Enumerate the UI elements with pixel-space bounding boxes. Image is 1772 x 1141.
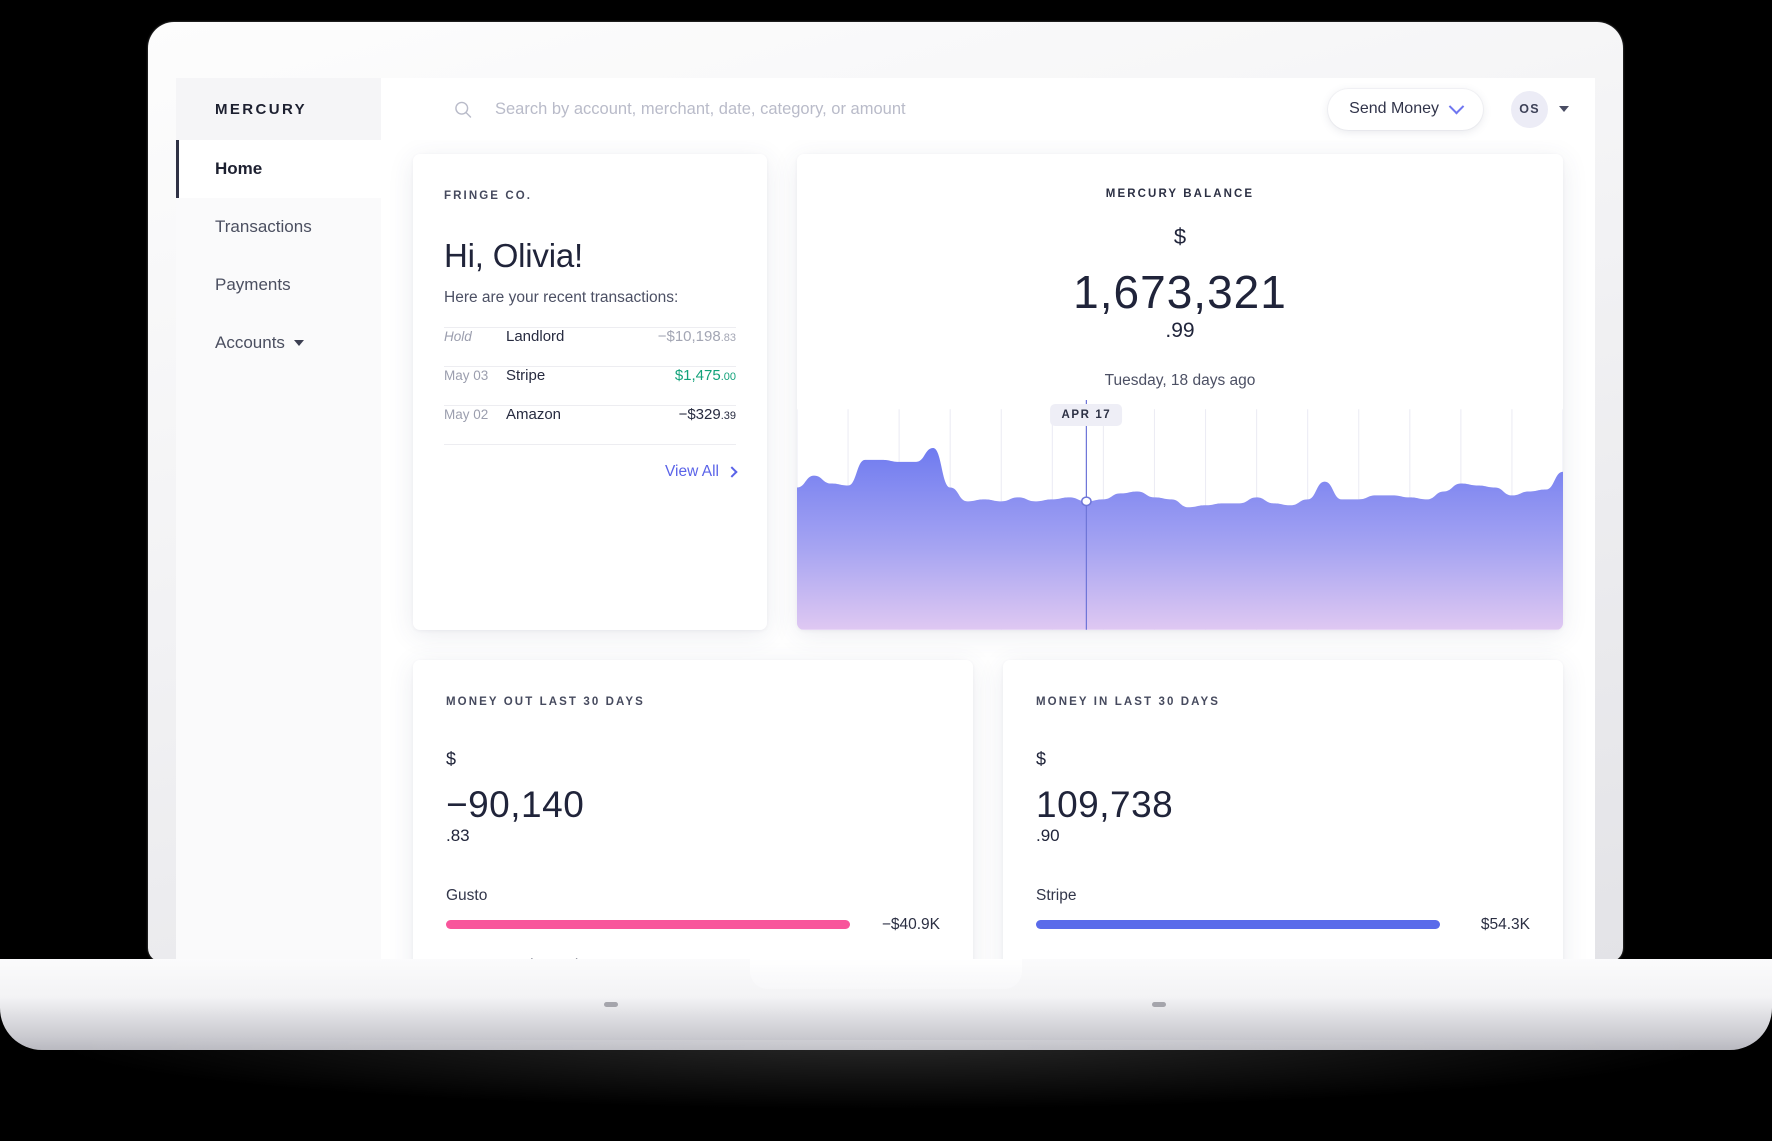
balance-date: Tuesday, 18 days ago xyxy=(1104,372,1256,389)
balance-value: 1,673,321 xyxy=(797,265,1563,319)
recent-transactions-card: FRINGE CO. Hi, Olivia! Here are your rec… xyxy=(413,154,767,630)
currency-symbol: $ xyxy=(1173,224,1187,249)
sidebar-item-label: Transactions xyxy=(215,217,312,236)
currency-symbol: $ xyxy=(1036,748,1047,769)
sidebar-item-transactions[interactable]: Transactions xyxy=(176,198,381,256)
search-icon xyxy=(455,101,472,118)
send-money-button[interactable]: Send Money xyxy=(1328,88,1483,130)
bar-fill xyxy=(446,920,850,930)
view-all-link[interactable]: View All xyxy=(665,463,738,481)
money-out-bars: Gusto −$40.9K xyxy=(446,887,940,968)
money-out-cents: .83 xyxy=(446,825,470,845)
transaction-date: May 03 xyxy=(444,368,489,383)
laptop-notch xyxy=(750,959,1022,989)
laptop-foot-left xyxy=(604,1002,618,1007)
chart-area-path xyxy=(797,447,1563,630)
money-in-cents: .90 xyxy=(1036,825,1060,845)
table-row[interactable]: May 03 Stripe $1,475.00 xyxy=(444,366,736,405)
laptop-screen: MERCURY Home Transactions Payments Accou… xyxy=(176,78,1595,968)
money-in-bars: Stripe $54.3K xyxy=(1036,887,1530,968)
bar-label: Stripe xyxy=(1036,886,1077,904)
dashboard-content: FRINGE CO. Hi, Olivia! Here are your rec… xyxy=(381,140,1595,968)
chevron-down-icon xyxy=(1448,98,1465,114)
money-in-value: 109,738 xyxy=(1036,783,1530,826)
balance-chart-svg xyxy=(797,400,1563,630)
laptop-glow xyxy=(40,1040,1732,1110)
balance-area-chart[interactable]: APR 17 xyxy=(797,400,1563,630)
sidebar-item-label: Payments xyxy=(215,275,291,294)
avatar: OS xyxy=(1511,90,1548,128)
money-in-amount: $109,738.90 xyxy=(1036,749,1530,857)
laptop-foot-right xyxy=(1152,1002,1166,1007)
page-title: Hi, Olivia! xyxy=(444,237,583,274)
sidebar-item-label: Home xyxy=(215,159,263,178)
transaction-amount: $1,475.00 xyxy=(674,367,736,384)
sidebar-item-home[interactable]: Home xyxy=(176,140,381,198)
transaction-amount: −$329.39 xyxy=(678,406,736,423)
chevron-right-icon xyxy=(726,466,738,478)
topbar: Send Money OS xyxy=(381,78,1595,140)
sidebar-item-label: Accounts xyxy=(215,333,285,352)
search-input[interactable] xyxy=(495,99,1329,119)
send-money-label: Send Money xyxy=(1349,100,1439,117)
transaction-date: Hold xyxy=(444,329,472,344)
transaction-merchant: Landlord xyxy=(506,328,565,345)
transaction-merchant: Amazon xyxy=(506,406,562,423)
balance-amount: $1,673,321.99 xyxy=(797,224,1563,356)
sidebar-item-accounts[interactable]: Accounts xyxy=(176,314,381,372)
brand-logo[interactable]: MERCURY xyxy=(176,78,381,140)
list-item: Gusto −$40.9K xyxy=(446,887,940,934)
bar-fill xyxy=(1036,920,1440,930)
table-row[interactable]: Hold Landlord −$10,198.83 xyxy=(444,327,736,366)
balance-title: MERCURY BALANCE xyxy=(1105,188,1255,200)
chart-tooltip: APR 17 xyxy=(1050,404,1123,426)
main-column: Send Money OS xyxy=(381,78,1595,968)
laptop-lid: MERCURY Home Transactions Payments Accou… xyxy=(148,22,1623,968)
dashboard-row-top: FRINGE CO. Hi, Olivia! Here are your rec… xyxy=(413,154,1563,630)
search-bar[interactable] xyxy=(381,99,1329,120)
transaction-date: May 02 xyxy=(444,407,489,422)
table-row[interactable]: May 02 Amazon −$329.39 xyxy=(444,405,736,444)
mercury-dashboard-app: MERCURY Home Transactions Payments Accou… xyxy=(176,78,1595,968)
money-in-title: MONEY IN LAST 30 DAYS xyxy=(1036,695,1221,708)
money-out-value: −90,140 xyxy=(446,783,940,826)
money-in-card: MONEY IN LAST 30 DAYS $109,738.90 Stripe xyxy=(1003,659,1563,968)
view-all-label: View All xyxy=(665,463,719,480)
bar-value: −$40.9K xyxy=(881,915,940,933)
bar-label: Gusto xyxy=(446,886,488,904)
company-name: FRINGE CO. xyxy=(444,190,533,202)
bar-value: $54.3K xyxy=(1480,915,1530,933)
currency-symbol: $ xyxy=(446,748,457,769)
sidebar: MERCURY Home Transactions Payments Accou… xyxy=(176,78,381,968)
chevron-down-icon xyxy=(1559,106,1569,112)
money-out-amount: $ −90,140.83 xyxy=(446,749,940,857)
transaction-amount: −$10,198.83 xyxy=(657,328,736,345)
transactions-list: Hold Landlord −$10,198.83 May 03 Stripe … xyxy=(444,327,738,481)
chart-marker xyxy=(1081,400,1092,630)
money-out-card: MONEY OUT LAST 30 DAYS $ −90,140.83 Gusto xyxy=(413,659,973,968)
account-menu[interactable]: OS xyxy=(1511,90,1569,128)
bar-track xyxy=(446,920,858,930)
money-out-title: MONEY OUT LAST 30 DAYS xyxy=(446,695,645,708)
balance-cents: .99 xyxy=(1165,319,1195,342)
bar-track xyxy=(1036,920,1448,930)
transactions-subtitle: Here are your recent transactions: xyxy=(444,289,679,306)
sidebar-item-payments[interactable]: Payments xyxy=(176,256,381,314)
transaction-merchant: Stripe xyxy=(506,367,546,384)
dashboard-row-bottom: MONEY OUT LAST 30 DAYS $ −90,140.83 Gusto xyxy=(413,659,1563,968)
chevron-down-icon xyxy=(293,340,304,346)
list-item: Stripe $54.3K xyxy=(1036,887,1530,934)
mercury-balance-card: MERCURY BALANCE $1,673,321.99 Tuesday, 1… xyxy=(797,154,1563,630)
view-all-row: View All xyxy=(444,444,738,481)
